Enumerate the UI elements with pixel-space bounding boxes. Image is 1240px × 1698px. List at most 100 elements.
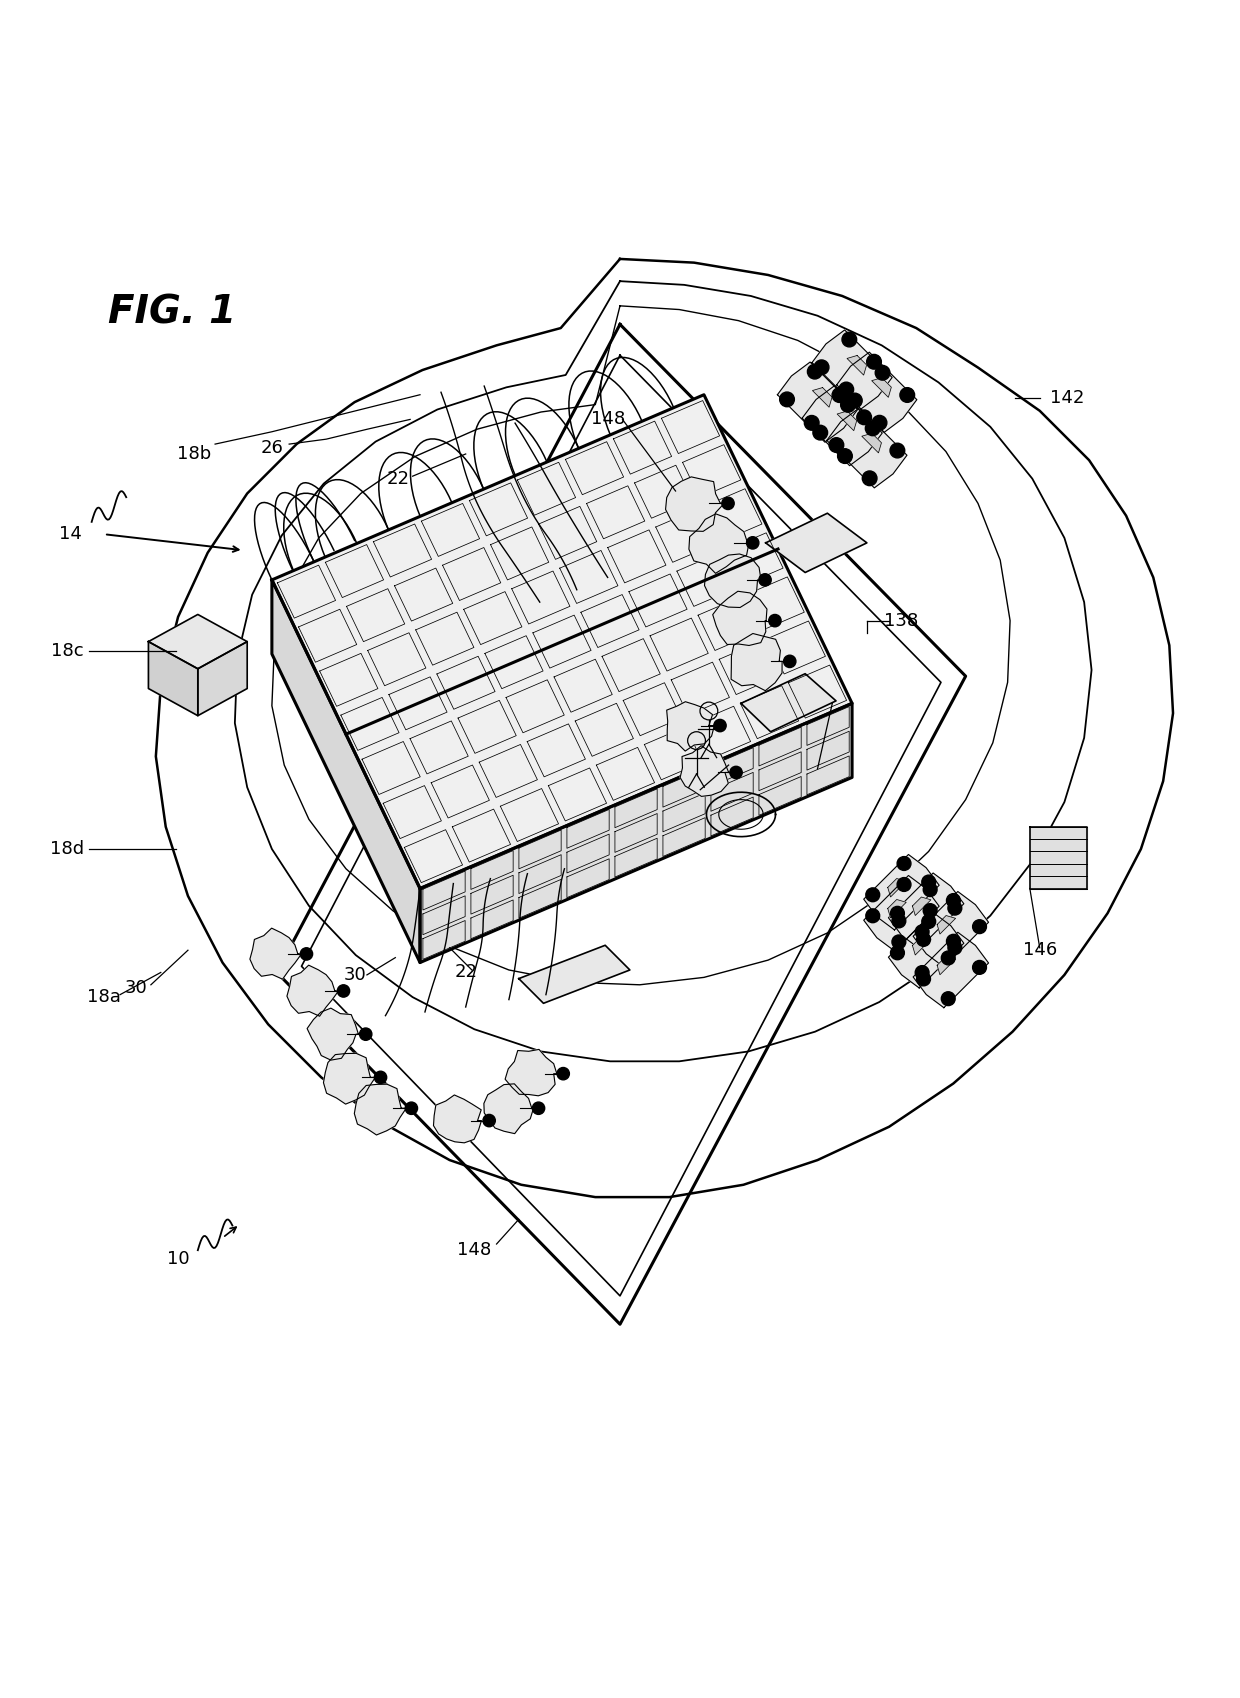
Polygon shape	[667, 701, 714, 751]
Text: 58: 58	[791, 759, 815, 778]
Circle shape	[972, 920, 987, 934]
Polygon shape	[505, 1049, 557, 1095]
Circle shape	[866, 421, 880, 436]
Polygon shape	[732, 633, 782, 691]
Circle shape	[847, 394, 862, 408]
Polygon shape	[149, 615, 247, 669]
Circle shape	[866, 908, 879, 922]
Circle shape	[839, 382, 853, 397]
Text: 22: 22	[387, 470, 409, 487]
Polygon shape	[324, 1053, 376, 1104]
Polygon shape	[777, 362, 858, 441]
Circle shape	[892, 936, 905, 949]
Circle shape	[921, 874, 936, 890]
Polygon shape	[742, 674, 836, 732]
Text: 30: 30	[343, 966, 366, 983]
Circle shape	[892, 914, 905, 927]
Polygon shape	[812, 387, 832, 408]
Circle shape	[875, 365, 890, 380]
Circle shape	[916, 932, 930, 946]
Polygon shape	[888, 900, 906, 919]
Polygon shape	[1030, 827, 1086, 888]
Polygon shape	[149, 642, 198, 715]
Circle shape	[915, 925, 929, 939]
Polygon shape	[913, 897, 931, 915]
Circle shape	[862, 470, 877, 486]
Polygon shape	[518, 946, 630, 1004]
Circle shape	[842, 333, 857, 346]
Circle shape	[947, 941, 962, 954]
Polygon shape	[765, 513, 867, 572]
Circle shape	[769, 615, 781, 627]
Circle shape	[337, 985, 350, 997]
Polygon shape	[937, 956, 956, 975]
Circle shape	[813, 424, 827, 440]
Polygon shape	[862, 433, 882, 453]
Polygon shape	[286, 964, 339, 1015]
Circle shape	[805, 416, 820, 430]
Text: 10: 10	[166, 1250, 190, 1268]
Polygon shape	[666, 477, 724, 531]
Polygon shape	[847, 355, 867, 375]
Circle shape	[972, 961, 987, 975]
Text: 148: 148	[458, 1241, 491, 1260]
Circle shape	[921, 915, 936, 929]
Circle shape	[897, 878, 911, 891]
Text: 18d: 18d	[50, 841, 84, 857]
Circle shape	[830, 438, 843, 452]
Circle shape	[915, 966, 929, 980]
Circle shape	[784, 655, 796, 667]
Polygon shape	[680, 745, 729, 796]
Circle shape	[941, 992, 955, 1005]
Text: 138: 138	[884, 611, 919, 630]
Text: FIG. 1: FIG. 1	[108, 294, 236, 331]
Polygon shape	[888, 873, 963, 949]
Circle shape	[890, 907, 904, 920]
Text: 18b: 18b	[177, 445, 211, 464]
Text: 30: 30	[125, 980, 148, 997]
Text: 22: 22	[454, 963, 477, 981]
Polygon shape	[864, 876, 939, 951]
Polygon shape	[308, 1009, 358, 1060]
Circle shape	[714, 720, 727, 732]
Polygon shape	[913, 891, 988, 966]
Text: 14: 14	[60, 525, 82, 543]
Polygon shape	[812, 329, 892, 411]
Polygon shape	[272, 581, 420, 963]
Text: 18c: 18c	[51, 642, 83, 661]
Polygon shape	[434, 1095, 481, 1143]
Circle shape	[557, 1068, 569, 1080]
Circle shape	[890, 443, 905, 458]
Polygon shape	[713, 591, 766, 645]
Polygon shape	[802, 385, 883, 465]
Circle shape	[405, 1102, 418, 1114]
Polygon shape	[913, 932, 988, 1007]
Polygon shape	[837, 411, 857, 431]
Polygon shape	[484, 1083, 533, 1134]
Text: 26: 26	[260, 438, 283, 457]
Circle shape	[890, 946, 904, 959]
Circle shape	[900, 387, 915, 402]
Circle shape	[722, 498, 734, 509]
Circle shape	[300, 947, 312, 959]
Circle shape	[946, 893, 960, 907]
Circle shape	[867, 355, 882, 368]
Text: 142: 142	[1050, 389, 1084, 408]
Circle shape	[746, 537, 759, 548]
Circle shape	[832, 387, 847, 402]
Polygon shape	[937, 915, 956, 934]
Circle shape	[815, 360, 828, 375]
Polygon shape	[864, 854, 939, 931]
Circle shape	[924, 883, 937, 897]
Circle shape	[730, 766, 743, 779]
Polygon shape	[888, 912, 963, 988]
Polygon shape	[872, 377, 892, 397]
Circle shape	[897, 856, 911, 871]
Circle shape	[532, 1102, 544, 1114]
Circle shape	[916, 971, 930, 987]
Circle shape	[841, 397, 856, 413]
Polygon shape	[888, 878, 906, 897]
Circle shape	[947, 902, 962, 915]
Polygon shape	[198, 642, 247, 715]
Polygon shape	[837, 351, 916, 433]
